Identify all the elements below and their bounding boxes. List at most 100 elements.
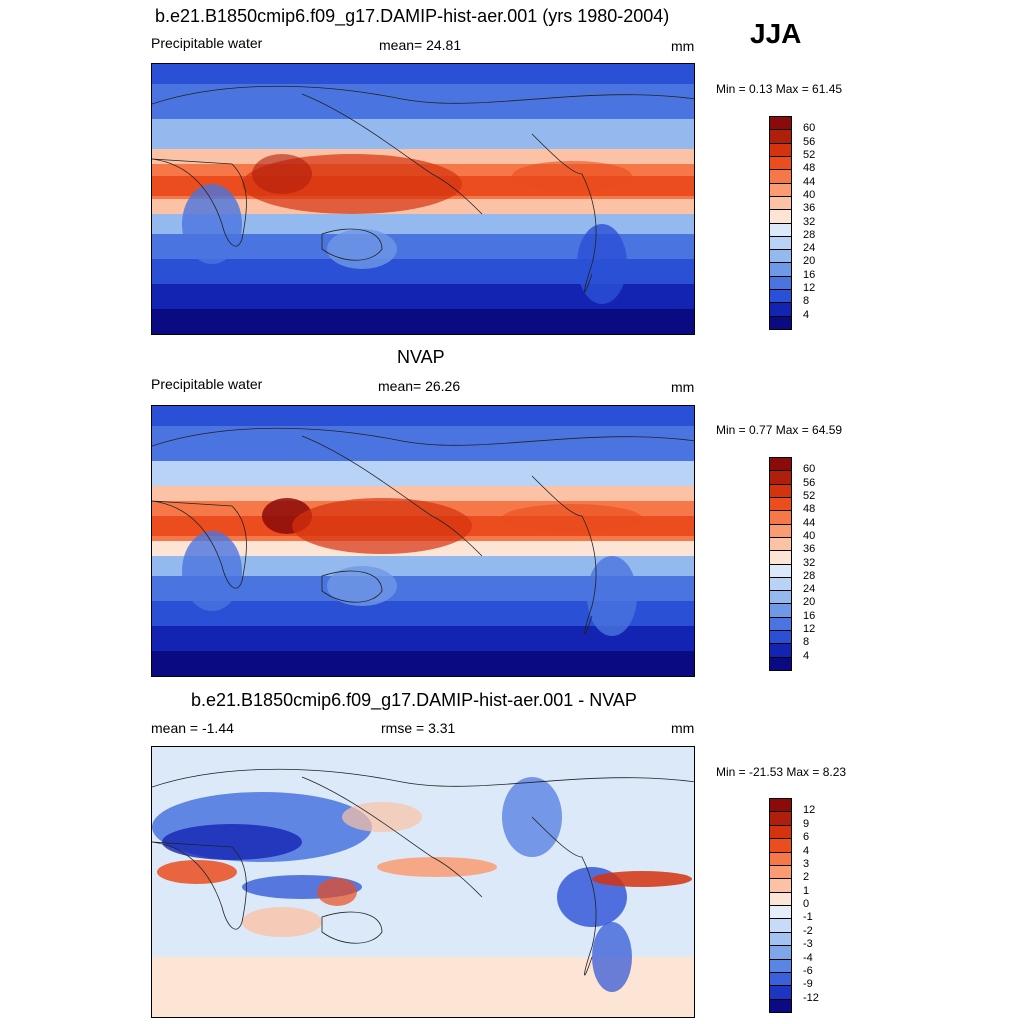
colorbar-tick-label: 56 <box>803 476 816 489</box>
colorbar-tick-label: 40 <box>803 529 816 542</box>
panel1-title: b.e21.B1850cmip6.f09_g17.DAMIP-hist-aer.… <box>155 6 670 26</box>
colorbar-tick-label: 0 <box>803 898 810 910</box>
panel1-variable-label: Precipitable water <box>151 35 263 51</box>
colorbar-tick-label: 4 <box>803 844 810 857</box>
colorbar-tick-label: -3 <box>803 938 813 951</box>
colorbar-swatch <box>769 985 792 1000</box>
colorbar-tick-label: -6 <box>803 964 813 977</box>
colorbar-swatch <box>769 590 792 605</box>
colorbar-swatch <box>769 249 792 264</box>
panel1-colorbar <box>769 116 792 330</box>
panel3-mean-label: mean = -1.44 <box>151 720 234 736</box>
colorbar-tick-label: 24 <box>803 242 816 255</box>
colorbar-tick-label: 44 <box>803 516 816 529</box>
colorbar-swatch <box>769 496 792 512</box>
colorbar-tick-label: 40 <box>803 188 816 201</box>
colorbar-tick-label: 24 <box>803 583 816 596</box>
colorbar-swatch <box>769 798 792 813</box>
colorbar-swatch <box>769 945 792 960</box>
colorbar-swatch <box>769 483 792 498</box>
colorbar-swatch <box>769 195 792 211</box>
colorbar-tick-label: 60 <box>803 463 816 476</box>
colorbar-swatch <box>769 630 792 645</box>
panel3-rmse-label: rmse = 3.31 <box>381 720 456 736</box>
season-label: JJA <box>750 18 802 49</box>
colorbar-swatch <box>769 971 792 987</box>
colorbar-tick-label: 28 <box>803 569 816 582</box>
colorbar-tick-label: 12 <box>803 623 816 636</box>
colorbar-swatch <box>769 222 792 237</box>
colorbar-swatch <box>769 576 792 592</box>
panel1-units-label: mm <box>671 38 695 54</box>
colorbar-tick-label: 12 <box>803 282 816 295</box>
colorbar-swatch <box>769 142 792 157</box>
colorbar-swatch <box>769 510 792 525</box>
colorbar-tick-label: 9 <box>803 817 810 830</box>
colorbar-swatch <box>769 838 792 853</box>
colorbar-tick-label: 12 <box>803 804 816 817</box>
colorbar-swatch <box>769 824 792 840</box>
colorbar-swatch <box>769 275 792 291</box>
colorbar-tick-label: 3 <box>803 857 810 870</box>
panel1-map <box>151 63 695 335</box>
panel3-map <box>151 746 695 1018</box>
colorbar-swatch <box>769 523 792 538</box>
colorbar-swatch <box>769 998 792 1013</box>
panel2-mean-label: mean= 26.26 <box>378 378 461 394</box>
colorbar-swatch <box>769 931 792 947</box>
colorbar-tick-label: 60 <box>803 122 816 135</box>
colorbar-tick-label: 28 <box>803 228 816 241</box>
panel3-units-label: mm <box>671 720 695 736</box>
colorbar-swatch <box>769 878 792 893</box>
colorbar-tick-label: -1 <box>803 911 813 924</box>
colorbar-swatch <box>769 235 792 251</box>
colorbar-tick-label: 6 <box>803 831 810 844</box>
panel1-mean-label: mean= 24.81 <box>379 37 462 53</box>
colorbar-tick-label: 36 <box>803 202 816 215</box>
panel2-title: NVAP <box>397 347 445 367</box>
colorbar-tick-label: 2 <box>803 871 810 884</box>
colorbar-swatch <box>769 182 792 197</box>
colorbar-swatch <box>769 918 792 933</box>
colorbar-tick-label: 44 <box>803 175 816 188</box>
colorbar-tick-label: 8 <box>803 295 810 308</box>
colorbar-tick-label: 1 <box>803 884 810 897</box>
colorbar-swatch <box>769 603 792 618</box>
colorbar-tick-label: 36 <box>803 543 816 556</box>
panel1-minmax: Min = 0.13 Max = 61.45 <box>716 82 843 96</box>
colorbar-swatch <box>769 958 792 973</box>
colorbar-tick-label: 52 <box>803 148 816 161</box>
colorbar-swatch <box>769 302 792 317</box>
colorbar-swatch <box>769 905 792 920</box>
colorbar-swatch <box>769 891 792 906</box>
colorbar-tick-label: 52 <box>803 489 816 502</box>
colorbar-tick-label: 32 <box>803 556 816 569</box>
panel2-map <box>151 405 695 677</box>
panel3-minmax: Min = -21.53 Max = 8.23 <box>716 765 847 779</box>
colorbar-tick-label: 20 <box>803 255 816 268</box>
colorbar-swatch <box>769 550 792 565</box>
colorbar-swatch <box>769 851 792 866</box>
panel2-units-label: mm <box>671 379 695 395</box>
colorbar-swatch <box>769 616 792 632</box>
colorbar-tick-label: 16 <box>803 609 816 622</box>
panel2-colorbar <box>769 457 792 671</box>
colorbar-tick-label: 20 <box>803 596 816 609</box>
colorbar-tick-label: 16 <box>803 268 816 281</box>
colorbar-tick-label: 4 <box>803 649 810 662</box>
panel3-colorbar <box>769 798 792 1013</box>
panel2-variable-label: Precipitable water <box>151 376 263 392</box>
colorbar-tick-label: 48 <box>803 162 816 175</box>
colorbar-swatch <box>769 129 792 144</box>
colorbar-swatch <box>769 643 792 658</box>
colorbar-swatch <box>769 536 792 552</box>
colorbar-swatch <box>769 470 792 485</box>
panel3-title: b.e21.B1850cmip6.f09_g17.DAMIP-hist-aer.… <box>191 690 637 710</box>
colorbar-tick-label: 56 <box>803 135 816 148</box>
colorbar-swatch <box>769 169 792 184</box>
colorbar-tick-label: -2 <box>803 924 813 937</box>
colorbar-tick-label: -12 <box>803 991 819 1004</box>
colorbar-tick-label: 32 <box>803 215 816 228</box>
colorbar-tick-label: 4 <box>803 308 810 321</box>
colorbar-swatch <box>769 116 792 131</box>
